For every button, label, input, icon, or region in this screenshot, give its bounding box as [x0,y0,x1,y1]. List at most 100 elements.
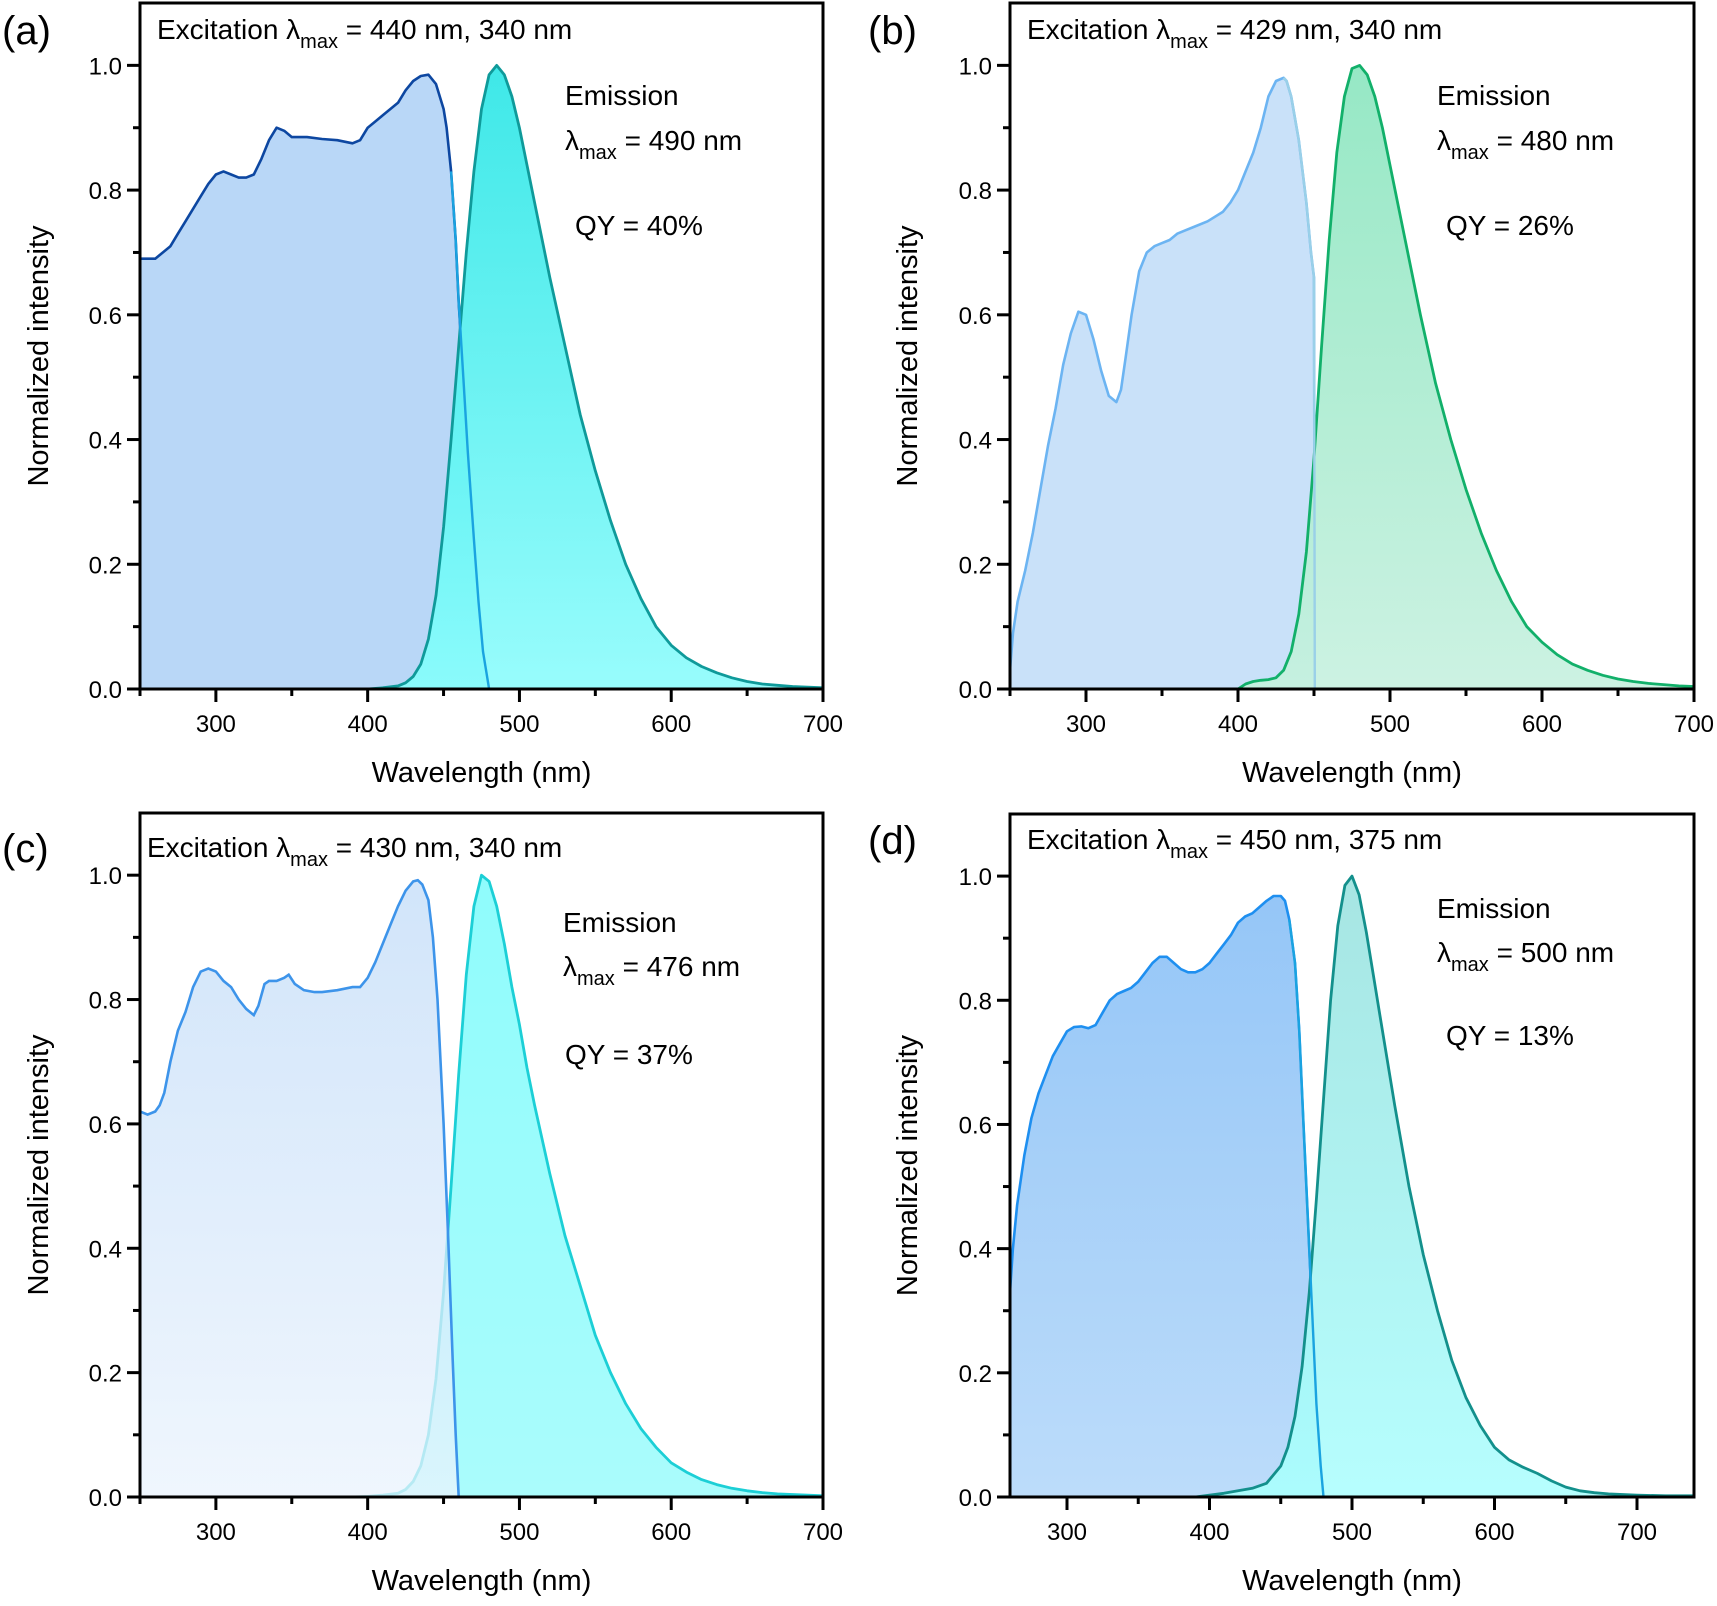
emission-value: = 476 nm [615,951,740,982]
emission-area [1195,876,1694,1497]
emission-annotation: λmax = 476 nm [563,951,740,990]
excitation-values: = 450 nm, 375 nm [1208,824,1442,855]
y-tick-label: 1.0 [89,53,122,80]
lambda-symbol: λ [276,832,290,863]
excitation-annotation: Excitation λmax = 429 nm, 340 nm [1027,14,1442,53]
y-tick-label: 1.0 [959,864,992,891]
x-tick-label: 600 [651,1519,691,1546]
y-tick-label: 0.0 [89,1485,122,1512]
panel-label: (a) [2,9,51,53]
quantum-yield: QY = 40% [575,210,703,241]
x-tick-label: 700 [1617,1519,1657,1546]
x-tick-label: 300 [1047,1519,1087,1546]
excitation-area [1010,77,1315,689]
excitation-edge-line [1282,76,1316,689]
x-tick-label: 600 [1522,711,1562,738]
y-tick-label: 0.6 [959,1112,992,1139]
y-tick-label: 0.6 [89,1112,122,1139]
excitation-area [140,880,459,1497]
panel-label: (c) [2,827,49,871]
emission-value: = 490 nm [617,125,742,156]
lambda-symbol: λ [563,951,577,982]
x-tick-label: 400 [348,711,388,738]
plot-area [1010,64,1694,689]
x-axis-title: Wavelength (nm) [372,1565,592,1597]
x-tick-label: 300 [196,711,236,738]
y-tick-label: 0.8 [89,988,122,1015]
excitation-annotation: Excitation λmax = 440 nm, 340 nm [157,14,572,53]
y-tick-label: 0.4 [89,1236,122,1263]
x-tick-label: 400 [1189,1519,1229,1546]
x-tick-label: 500 [1332,1519,1372,1546]
panel-b: 300 400 500 600 700 0.0 0.2 0.4 0.6 0.8 1.0 Wavelen… [868,1,1714,789]
excitation-area [1010,896,1324,1497]
plot-area [140,873,823,1497]
x-tick-label: 600 [651,711,691,738]
excitation-prefix: Excitation [1027,824,1156,855]
excitation-annotation: Excitation λmax = 430 nm, 340 nm [147,832,562,871]
lambda-subscript: max [1451,142,1489,164]
panel-label: (d) [868,819,917,863]
x-axis-title: Wavelength (nm) [1242,1565,1462,1597]
emission-annotation: λmax = 490 nm [565,125,742,164]
emission-area [367,65,823,689]
lambda-subscript: max [300,31,338,53]
excitation-area [140,74,490,689]
plot-area [1010,874,1694,1497]
plot-frame [138,811,825,1499]
lambda-subscript: max [1170,841,1208,863]
y-tick-label: 0.4 [959,428,992,455]
y-tick-label: 0.0 [89,677,122,704]
emission-title: Emission [1437,80,1551,111]
y-axis-title: Normalized intensity [892,225,924,487]
excitation-values: = 430 nm, 340 nm [328,832,562,863]
emission-area [1238,65,1694,689]
lambda-subscript: max [1170,31,1208,53]
y-tick-label: 0.6 [89,303,122,330]
x-tick-label: 400 [1218,711,1258,738]
y-tick-label: 0.2 [959,1361,992,1388]
excitation-edge-line [449,171,491,689]
excitation-prefix: Excitation [147,832,276,863]
y-tick-label: 0.8 [89,178,122,205]
y-axis-title: Normalized intensity [892,1034,924,1296]
panel-d: 300 400 500 600 700 0.0 0.2 0.4 0.6 0.8 1.0 Wavelen… [868,812,1696,1597]
emission-line [367,64,823,689]
lambda-subscript: max [577,968,615,990]
excitation-values: = 429 nm, 340 nm [1208,14,1442,45]
lambda-symbol: λ [565,125,579,156]
x-axis-title: Wavelength (nm) [372,757,592,789]
x-tick-label: 500 [499,1519,539,1546]
lambda-subscript: max [579,142,617,164]
quantum-yield: QY = 13% [1446,1020,1574,1051]
emission-line [1237,64,1694,689]
plot-area [140,64,823,689]
quantum-yield: QY = 37% [565,1039,693,1070]
excitation-edge-line [1288,919,1325,1497]
emission-value: = 500 nm [1489,937,1614,968]
x-tick-label: 500 [1370,711,1410,738]
y-tick-label: 0.6 [959,303,992,330]
lambda-subscript: max [290,849,328,871]
emission-title: Emission [565,80,679,111]
lambda-symbol: λ [1437,937,1451,968]
y-tick-label: 0.2 [959,552,992,579]
emission-area [352,875,823,1497]
y-tick-label: 0.8 [959,988,992,1015]
x-tick-label: 300 [196,1519,236,1546]
y-tick-label: 0.2 [89,552,122,579]
emission-title: Emission [1437,893,1551,924]
emission-title: Emission [563,907,677,938]
x-tick-label: 700 [1674,711,1714,738]
excitation-annotation: Excitation λmax = 450 nm, 375 nm [1027,824,1442,863]
emission-line [1195,874,1694,1497]
plot-frame [1008,1,1696,691]
lambda-symbol: λ [1156,824,1170,855]
y-tick-label: 0.2 [89,1361,122,1388]
y-axis-title: Normalized intensity [23,1034,55,1296]
lambda-symbol: λ [1156,14,1170,45]
x-axis-title: Wavelength (nm) [1242,757,1462,789]
x-tick-label: 400 [348,1519,388,1546]
y-axis-title: Normalized intensity [23,225,55,487]
